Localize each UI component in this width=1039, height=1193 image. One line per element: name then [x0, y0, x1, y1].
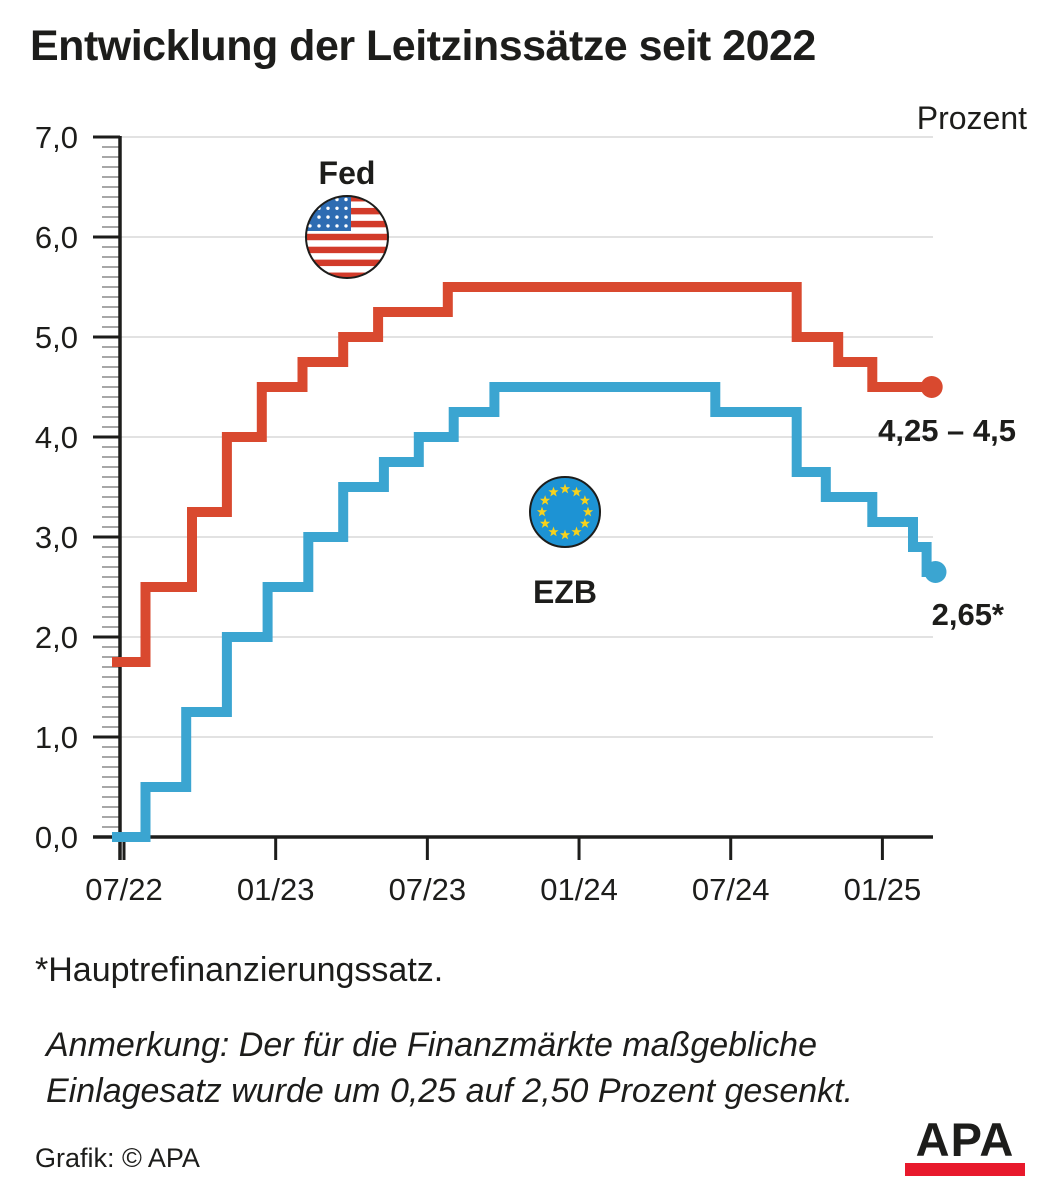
- ezb-series-label: EZB: [533, 574, 597, 610]
- apa-logo-text: APA: [915, 1113, 1015, 1166]
- fed-series-label: Fed: [319, 155, 376, 191]
- annotation-note: Anmerkung: Der für die Finanzmärkte maßg…: [46, 1022, 853, 1114]
- eu-star: [579, 495, 591, 505]
- eu-star: [539, 518, 551, 528]
- x-tick-label: 01/25: [844, 872, 922, 907]
- apa-logo: APA: [905, 1113, 1025, 1176]
- eu-star: [571, 486, 582, 497]
- page-title: Entwicklung der Leitzinssätze seit 2022: [30, 22, 816, 70]
- credit-line: Grafik: © APA: [35, 1143, 200, 1173]
- x-tick-label: 07/22: [85, 872, 163, 907]
- axis-labels: 7,0 6,0 5,0 4,0 3,0 2,0 1,0 0,007/22 01/23 07/23 0…: [35, 120, 921, 907]
- eu-star: [539, 495, 551, 505]
- x-tick-label: 01/24: [540, 872, 618, 907]
- eu-star: [559, 483, 571, 494]
- apa-logo-red-bar: [905, 1163, 1025, 1176]
- annotation-note-line2: Einlagesatz wurde um 0,25 auf 2,50 Proze…: [46, 1072, 854, 1110]
- rate-series-lines: [112, 282, 947, 842]
- eu-star: [559, 529, 571, 540]
- annotation-note-line1: Anmerkung: Der für die Finanzmärkte maßg…: [46, 1026, 817, 1064]
- rate-line-ezb: [112, 382, 936, 842]
- rate-chart: 7,0 6,0 5,0 4,0 3,0 2,0 1,0 0,007/22 01/23 07/23 0…: [35, 120, 1016, 907]
- eu-flag-icon: [529, 476, 601, 548]
- end-dot-ezb: [924, 561, 947, 583]
- x-ticks: [122, 837, 884, 860]
- rate-line-fed: [112, 282, 932, 667]
- ezb-end-value-label: 2,65*: [932, 597, 1005, 632]
- end-dot-fed: [920, 376, 943, 398]
- x-tick-label: 07/24: [692, 872, 770, 907]
- fed-end-value-label: 4,25 – 4,5: [878, 413, 1016, 448]
- eu-star: [571, 526, 582, 537]
- eu-star: [579, 518, 591, 528]
- y-axis-unit-label: Prozent: [916, 100, 1027, 136]
- axis-lines: [93, 136, 933, 860]
- footnote: *Hauptrefinanzierungssatz.: [35, 951, 444, 989]
- y-tick-label: 3,0: [35, 520, 78, 555]
- eu-star: [548, 486, 559, 497]
- eu-star: [548, 526, 559, 537]
- us-flag-icon: [305, 195, 389, 279]
- y-tick-label: 4,0: [35, 420, 78, 455]
- y-tick-label: 7,0: [35, 120, 78, 155]
- y-tick-label: 5,0: [35, 320, 78, 355]
- eu-star: [582, 506, 594, 517]
- y-minor-ticks: [102, 146, 120, 828]
- x-tick-label: 07/23: [389, 872, 467, 907]
- y-tick-label: 2,0: [35, 620, 78, 655]
- y-tick-label: 6,0: [35, 220, 78, 255]
- y-tick-label: 1,0: [35, 720, 78, 755]
- x-tick-label: 01/23: [237, 872, 315, 907]
- eu-star: [536, 506, 548, 517]
- y-tick-label: 0,0: [35, 820, 78, 855]
